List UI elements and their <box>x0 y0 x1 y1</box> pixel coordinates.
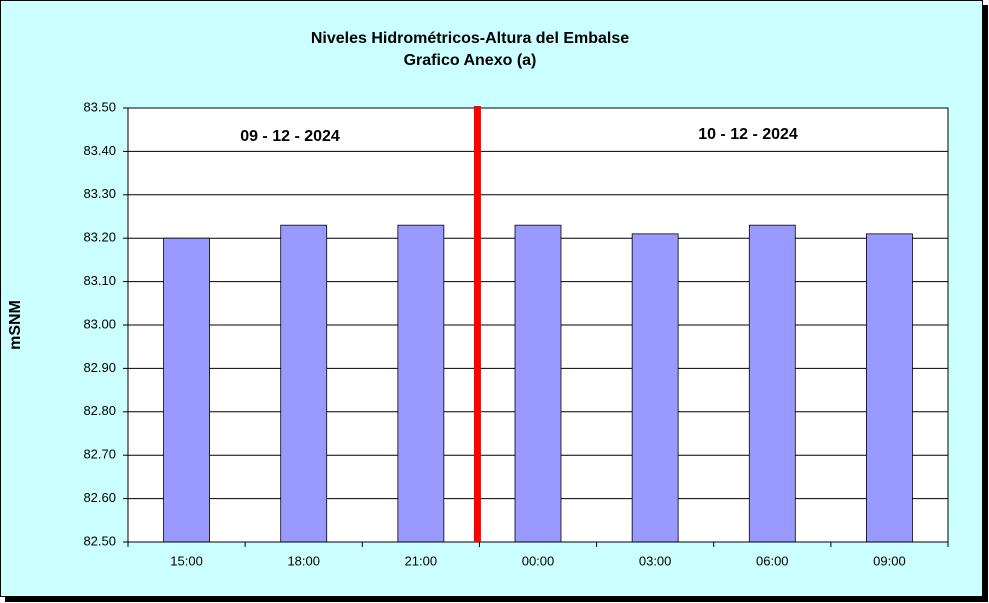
y-tick-label: 82.80 <box>83 403 116 418</box>
bar <box>397 224 445 543</box>
y-tick-label: 83.20 <box>83 230 116 245</box>
y-tick-label: 82.70 <box>83 447 116 462</box>
chart-title: Niveles Hidrométricos-Altura del Embalse <box>311 30 629 47</box>
y-tick-label: 83.00 <box>83 316 116 331</box>
bar <box>163 237 210 543</box>
y-tick-label: 82.50 <box>83 533 116 548</box>
y-tick-label: 82.90 <box>83 360 116 375</box>
y-tick-label: 82.60 <box>83 490 116 505</box>
x-tick-label: 18:00 <box>287 553 320 568</box>
bar <box>866 233 913 543</box>
x-tick-label: 21:00 <box>405 553 438 568</box>
y-tick-label: 83.50 <box>83 99 116 114</box>
plot-border <box>127 107 949 543</box>
bar <box>514 224 562 543</box>
annotation: 09 - 12 - 2024 <box>240 128 340 145</box>
y-axis-label: mSNM <box>7 300 24 350</box>
x-tick-label: 09:00 <box>873 553 906 568</box>
x-tick-label: 03:00 <box>639 553 672 568</box>
y-tick-label: 83.40 <box>83 143 116 158</box>
y-tick-label: 83.10 <box>83 273 116 288</box>
bar <box>631 233 679 543</box>
annotation: 10 - 12 - 2024 <box>698 126 798 143</box>
x-tick-label: 06:00 <box>756 553 789 568</box>
x-tick-label: 00:00 <box>522 553 555 568</box>
bar <box>280 224 328 543</box>
bar <box>748 224 796 543</box>
x-tick-label: 15:00 <box>170 553 203 568</box>
chart-subtitle: Grafico Anexo (a) <box>404 52 537 69</box>
y-tick-label: 83.30 <box>83 186 116 201</box>
